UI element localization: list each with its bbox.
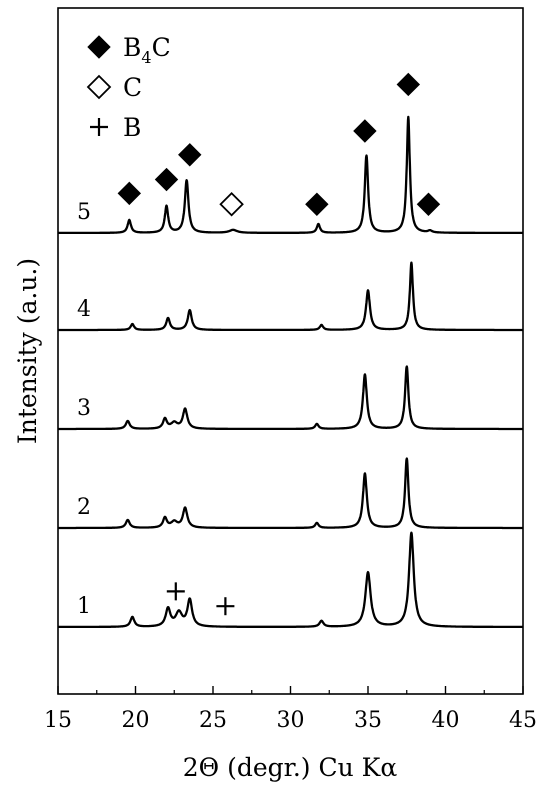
x-axis-label: 2Θ (degr.) Cu Kα [183,753,398,782]
xrd-trace-3 [57,365,524,431]
legend-label: B [123,113,141,142]
legend-label: C [123,73,142,102]
trace-label-1: 1 [77,594,91,619]
plot-frame [57,7,524,695]
b-plus-marker [216,597,235,616]
x-ticks: 15 20 25 30 35 40 45 [44,686,537,733]
c-open-diamond-marker [219,191,244,217]
b4c-diamond-marker [154,167,179,192]
x-tick-label: 35 [354,708,382,733]
xrd-trace-5 [57,115,524,235]
legend-filled-diamond-icon [87,35,111,59]
b-plus-marker [166,582,185,601]
legend: B4C CB [86,33,171,142]
legend-plus-icon [90,118,108,136]
legend-label: B4C [123,33,171,67]
b4c-diamond-marker [416,192,441,216]
xrd-trace-2 [57,457,524,530]
y-axis-label: Intensity (a.u.) [13,258,42,444]
x-tick-label: 25 [199,708,227,733]
trace-label-2: 2 [77,495,91,520]
trace-label-5: 5 [77,200,91,225]
trace-label-3: 3 [77,396,91,421]
peak-markers [117,72,441,616]
legend-open-diamond-icon [86,74,112,100]
b4c-diamond-marker [178,143,202,167]
x-tick-label: 30 [277,708,305,733]
trace-labels: 1 2 3 4 5 [77,200,91,619]
x-tick-label: 40 [432,708,460,733]
trace-label-4: 4 [77,297,91,322]
x-tick-label: 45 [509,708,537,733]
traces [57,115,524,629]
b4c-diamond-marker [396,72,421,97]
xrd-trace-4 [57,261,524,332]
b4c-diamond-marker [305,192,329,216]
x-tick-label: 20 [122,708,150,733]
b4c-diamond-marker [117,181,142,206]
x-tick-label: 15 [44,708,72,733]
b4c-diamond-marker [353,119,377,143]
xrd-trace-1 [57,531,524,629]
